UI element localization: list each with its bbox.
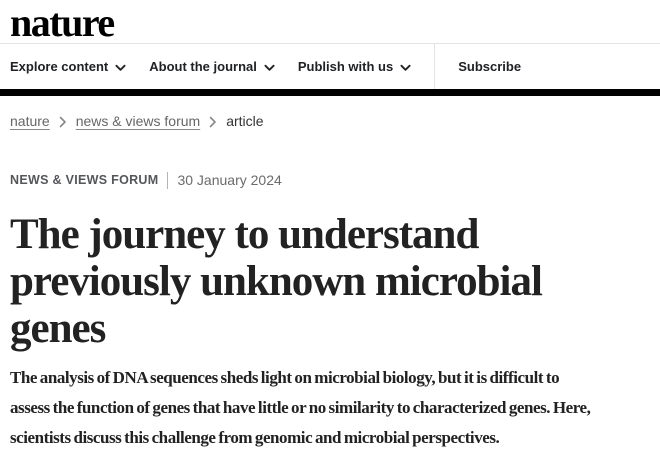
article-standfirst: The analysis of DNA sequences sheds ligh… xyxy=(10,368,591,447)
nav-divider xyxy=(434,44,436,89)
article-meta: NEWS & VIEWS FORUM 30 January 2024 xyxy=(10,171,650,189)
nav-item-publish-with-us[interactable]: Publish with us xyxy=(298,44,411,89)
site-header: nature Explore content About the journal… xyxy=(0,0,660,96)
breadcrumb-link-nature[interactable]: nature xyxy=(10,113,50,129)
nav-item-about-the-journal[interactable]: About the journal xyxy=(149,44,275,89)
chevron-right-icon xyxy=(209,116,216,127)
breadcrumb: nature news & views forum article xyxy=(10,111,650,131)
article-date: 30 January 2024 xyxy=(177,172,282,188)
article-type-kicker: NEWS & VIEWS FORUM xyxy=(10,173,159,187)
meta-divider xyxy=(167,171,169,189)
nav-item-label: Subscribe xyxy=(458,59,522,74)
nav-item-explore-content[interactable]: Explore content xyxy=(10,44,126,89)
nav-item-label: Publish with us xyxy=(297,59,394,74)
chevron-down-icon xyxy=(115,64,126,71)
nav-item-subscribe[interactable]: Subscribe xyxy=(458,44,521,89)
article-title: The journey to understand previously unk… xyxy=(10,211,543,352)
nav-item-label: Explore content xyxy=(10,59,109,74)
nature-logo[interactable]: nature xyxy=(10,0,115,45)
article-main: nature news & views forum article NEWS &… xyxy=(0,111,660,453)
chevron-down-icon xyxy=(264,64,275,71)
nav-item-label: About the journal xyxy=(149,59,257,74)
chevron-down-icon xyxy=(400,64,411,71)
breadcrumb-current: article xyxy=(226,113,264,129)
primary-nav: Explore content About the journal Publis… xyxy=(0,43,660,96)
logo-row: nature xyxy=(0,0,660,43)
breadcrumb-link-news-views-forum[interactable]: news & views forum xyxy=(75,113,201,129)
chevron-right-icon xyxy=(59,116,66,127)
